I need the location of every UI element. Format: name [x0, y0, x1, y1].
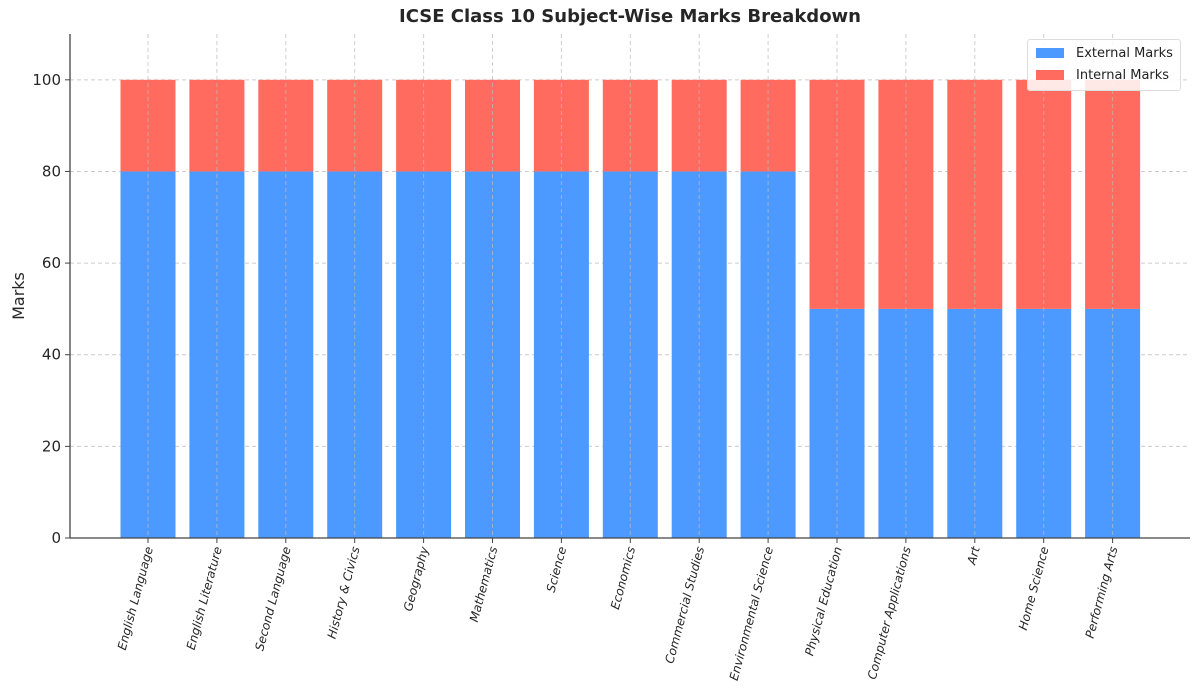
x-tick-label: Economics: [608, 545, 638, 611]
x-tick-label: Environmental Science: [727, 545, 776, 682]
legend-swatch-external: [1036, 48, 1064, 58]
x-tick-label: Physical Education: [802, 545, 845, 657]
legend: External Marks Internal Marks: [1027, 39, 1181, 91]
y-tick-label: 80: [42, 162, 61, 180]
y-tick-label: 40: [42, 346, 61, 364]
legend-item-internal: Internal Marks: [1036, 64, 1180, 86]
x-tick-label: Performing Arts: [1083, 545, 1121, 640]
legend-label-internal: Internal Marks: [1076, 67, 1170, 83]
x-tick-label: Art: [964, 544, 983, 567]
x-tick-label: Computer Applications: [865, 545, 914, 681]
y-tick-label: 0: [51, 529, 61, 547]
y-axis-label: Marks: [9, 272, 28, 320]
y-tick-label: 20: [42, 437, 61, 455]
x-tick-label: English Language: [115, 545, 156, 651]
y-tick-label: 100: [32, 71, 61, 89]
x-tick-label: History & Civics: [325, 545, 363, 640]
x-tick-label: Commercial Studies: [662, 545, 707, 665]
x-tick-label: English Literature: [184, 545, 225, 651]
x-tick-label: Geography: [401, 544, 432, 612]
legend-item-external: External Marks: [1036, 42, 1180, 64]
legend-swatch-internal: [1036, 70, 1064, 80]
y-tick-label: 60: [42, 254, 61, 272]
x-tick-label: Second Language: [252, 545, 293, 652]
x-tick-label: Science: [544, 545, 570, 594]
x-tick-label: Home Science: [1016, 545, 1052, 631]
legend-label-external: External Marks: [1076, 45, 1173, 61]
chart-title: ICSE Class 10 Subject-Wise Marks Breakdo…: [399, 6, 861, 27]
x-tick-label: Mathematics: [467, 545, 501, 623]
